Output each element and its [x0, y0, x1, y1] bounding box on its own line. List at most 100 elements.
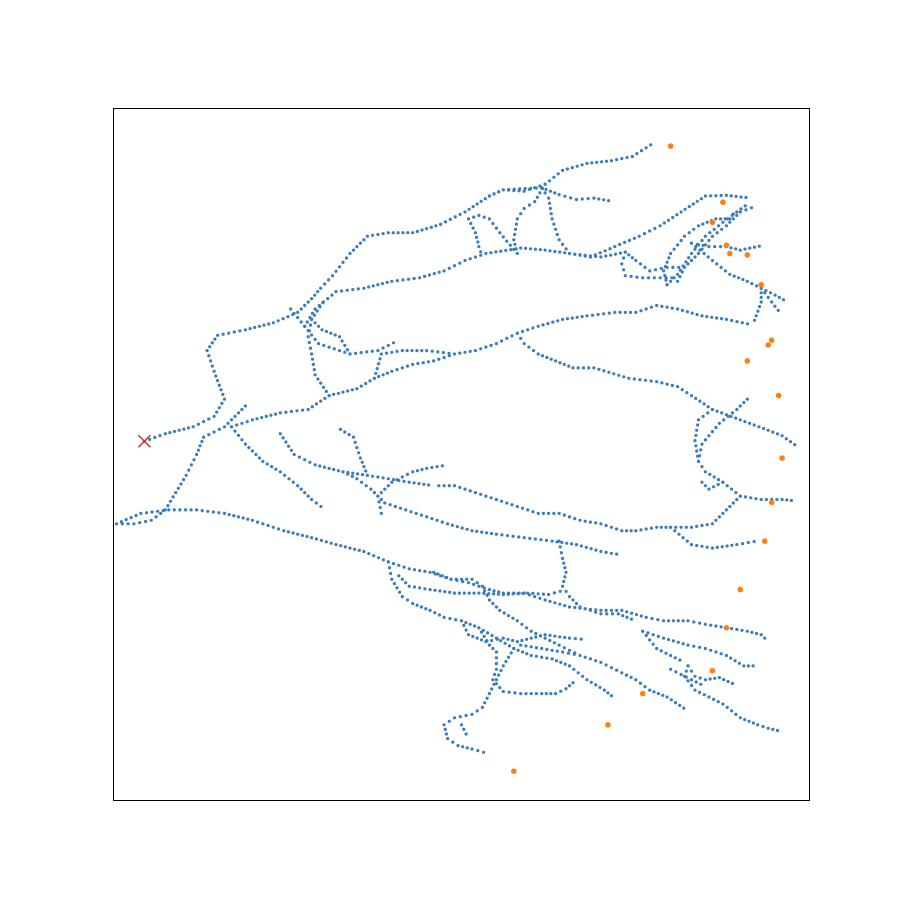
path-point [303, 458, 307, 462]
path-point [334, 543, 338, 547]
path-point [766, 295, 770, 299]
path-point [337, 265, 342, 269]
path-point [292, 311, 296, 315]
path-point [348, 352, 352, 356]
path-point [405, 472, 410, 476]
path-point [664, 278, 668, 282]
path-point [648, 638, 652, 642]
path-point [428, 570, 432, 574]
path-point [738, 248, 742, 252]
path-point [554, 359, 558, 363]
path-point [675, 213, 679, 217]
path-point [507, 187, 511, 192]
path-point [391, 562, 396, 566]
path-point [599, 549, 603, 554]
path-point [447, 719, 451, 723]
path-point [735, 213, 739, 217]
path-point [686, 619, 690, 623]
path-point [653, 268, 658, 272]
path-point [604, 254, 608, 258]
path-point [538, 596, 542, 600]
endpoint-marker [775, 392, 782, 399]
path-point [292, 452, 296, 457]
path-point [397, 574, 401, 578]
path-point [713, 245, 717, 249]
path-point [544, 538, 549, 543]
path-point [470, 747, 474, 751]
path-point [475, 709, 479, 713]
path-point [257, 456, 261, 460]
path-point [775, 728, 780, 733]
path-point [425, 227, 429, 231]
path-point [703, 470, 708, 474]
path-point [454, 577, 458, 581]
path-point [492, 682, 496, 686]
path-point [658, 224, 662, 228]
path-point [692, 644, 696, 648]
path-point [448, 217, 452, 221]
path-point [355, 245, 359, 249]
path-point [656, 634, 661, 639]
path-point [737, 661, 742, 665]
endpoint-marker [779, 455, 785, 461]
path-point [649, 379, 653, 383]
path-point [558, 361, 562, 365]
path-point [728, 217, 732, 221]
path-point [689, 669, 694, 673]
path-point [246, 517, 250, 521]
path-point [728, 220, 732, 224]
path-point [536, 592, 540, 596]
path-point [715, 409, 719, 413]
path-point [520, 622, 524, 626]
path-point [717, 421, 722, 425]
path-point [561, 242, 565, 246]
path-point [450, 523, 454, 527]
path-point [412, 585, 417, 589]
path-point [248, 327, 252, 331]
path-point [369, 487, 373, 491]
path-point [540, 692, 544, 696]
path-point [584, 545, 588, 550]
path-point [240, 421, 244, 425]
path-point [707, 434, 711, 438]
path-point [600, 160, 604, 164]
path-point [390, 279, 394, 283]
path-point [730, 487, 734, 491]
path-point [606, 691, 610, 695]
path-point [487, 692, 491, 696]
path-point [341, 260, 345, 264]
path-point [475, 581, 479, 585]
path-point [350, 388, 354, 392]
path-point [730, 627, 734, 631]
path-point [709, 648, 713, 652]
path-point [220, 401, 224, 405]
path-point [265, 462, 269, 466]
path-point [618, 251, 623, 255]
path-point [452, 591, 457, 595]
path-point [319, 538, 323, 543]
path-point [622, 256, 626, 260]
path-point [589, 547, 593, 551]
path-point [499, 639, 503, 643]
path-point [497, 590, 501, 594]
path-point [351, 248, 356, 252]
path-point [734, 712, 738, 717]
path-point [517, 591, 521, 595]
path-point [410, 349, 414, 353]
path-point [312, 368, 316, 372]
path-point [735, 407, 739, 412]
path-point [377, 556, 381, 560]
path-point [472, 591, 476, 595]
path-point [387, 566, 392, 570]
path-point [507, 690, 511, 694]
path-point [468, 622, 472, 626]
path-point [390, 480, 394, 484]
path-point [567, 648, 572, 652]
path-point [476, 749, 480, 753]
path-point [720, 411, 724, 415]
path-point [295, 409, 299, 413]
path-point [643, 265, 647, 269]
path-point [588, 657, 593, 661]
path-point [310, 405, 314, 409]
path-point [638, 378, 642, 382]
